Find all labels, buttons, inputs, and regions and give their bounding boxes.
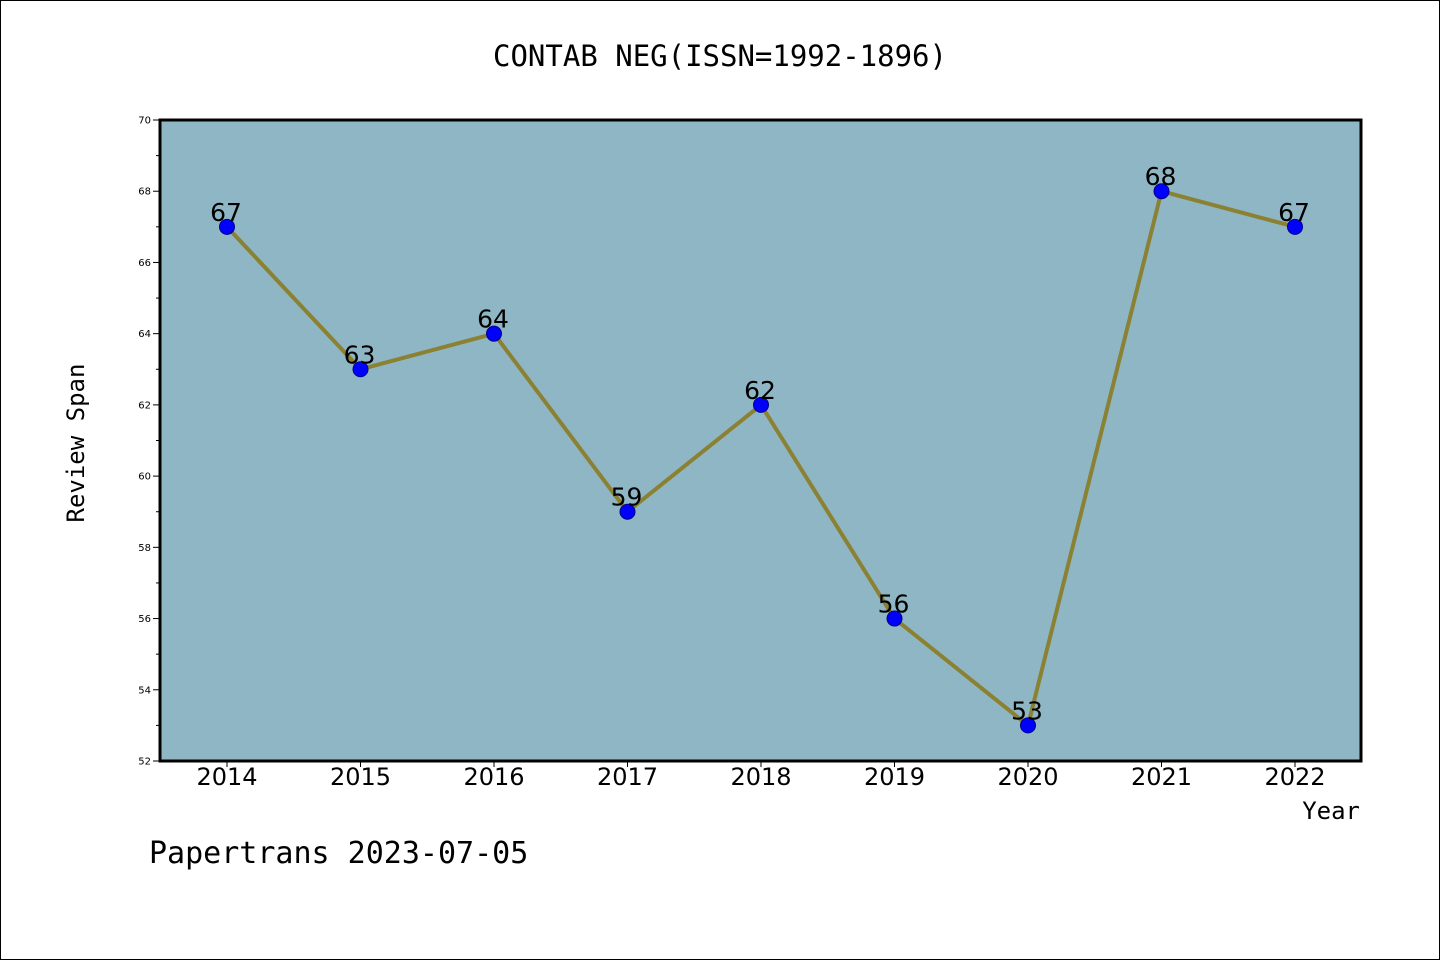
data-point: [1153, 183, 1170, 200]
data-point: [1020, 717, 1036, 734]
y-tick-label: 54: [138, 685, 151, 696]
data-label: 56: [878, 590, 910, 619]
data-point: [753, 396, 769, 413]
data-label: 62: [744, 376, 776, 405]
plot-border: [158, 118, 1363, 763]
data-label: 67: [210, 198, 242, 227]
y-tick-label: 66: [138, 258, 151, 269]
x-tick-label: 2020: [997, 763, 1058, 791]
y-tick-label: 64: [138, 329, 151, 340]
footer-credit: Papertrans 2023-07-05: [149, 836, 528, 871]
data-points: [219, 183, 1303, 734]
x-tick-label: 2017: [597, 763, 658, 791]
y-tick-label: 62: [138, 400, 151, 411]
y-tick-label: 52: [138, 757, 151, 768]
data-label: 64: [477, 305, 509, 334]
y-axis-label: Review Span: [62, 364, 90, 523]
data-label: 67: [1278, 198, 1310, 227]
data-point: [486, 325, 502, 342]
plot-area: [160, 120, 1361, 761]
x-axis-label: Year: [1302, 797, 1360, 825]
y-axis: 52 54 56 58 60 62 64 66 68 70: [138, 116, 160, 768]
data-label: 59: [611, 483, 643, 512]
data-label: 53: [1011, 696, 1043, 725]
data-label: 63: [344, 340, 376, 369]
x-tick-label: 2021: [1131, 763, 1192, 791]
x-axis: 2014 2015 2016 2017 2018 2019 2020 2021 2022: [196, 761, 1326, 791]
x-tick-label: 2018: [730, 763, 791, 791]
chart-title: CONTAB NEG(ISSN=1992-1896): [493, 39, 947, 73]
data-point: [352, 361, 369, 378]
x-tick-label: 2015: [330, 763, 391, 791]
data-point: [1287, 218, 1303, 235]
y-tick-label: 56: [138, 614, 151, 625]
data-label: 68: [1145, 162, 1177, 191]
data-labels: 67 63 64 59 62 56 53 68 67: [210, 162, 1310, 725]
y-tick-label: 68: [138, 187, 151, 198]
y-tick-label: 58: [138, 543, 151, 554]
y-tick-label: 70: [138, 116, 151, 127]
data-point: [619, 503, 636, 520]
x-tick-label: 2016: [463, 763, 524, 791]
x-tick-label: 2019: [864, 763, 925, 791]
x-tick-label: 2022: [1264, 763, 1325, 791]
y-tick-label: 60: [138, 472, 151, 483]
data-point: [219, 218, 235, 235]
data-point: [886, 610, 903, 627]
x-tick-label: 2014: [196, 763, 257, 791]
